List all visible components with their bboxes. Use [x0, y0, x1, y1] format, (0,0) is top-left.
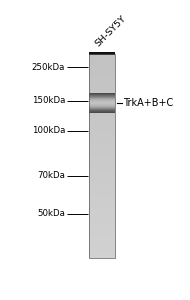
Text: TrkA+B+C: TrkA+B+C	[123, 98, 173, 108]
Text: 100kDa: 100kDa	[32, 126, 65, 135]
Text: SH-SY5Y: SH-SY5Y	[93, 14, 128, 49]
Text: 150kDa: 150kDa	[32, 96, 65, 105]
Text: 250kDa: 250kDa	[32, 63, 65, 72]
Bar	[89, 55, 115, 258]
Text: 50kDa: 50kDa	[37, 209, 65, 218]
Text: 70kDa: 70kDa	[37, 171, 65, 180]
